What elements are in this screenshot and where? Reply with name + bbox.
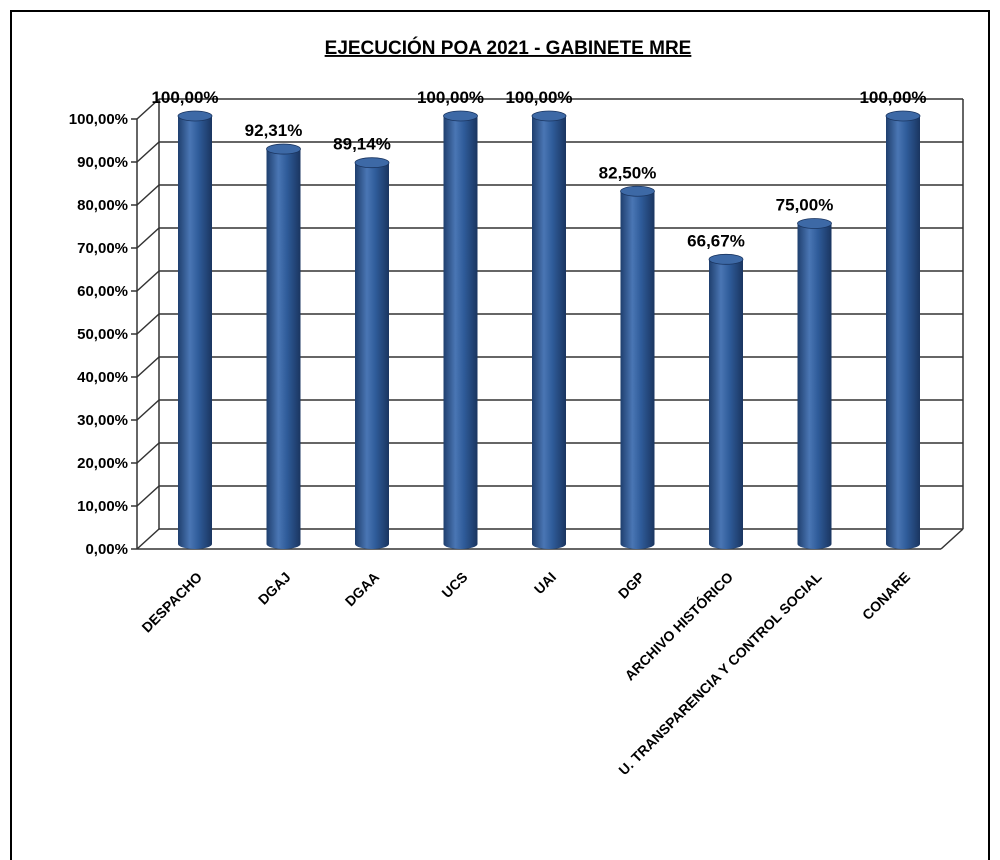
bar-cap [885, 110, 921, 122]
data-label: 100,00% [505, 88, 572, 107]
bar [266, 143, 301, 549]
category-label: CONARE [859, 569, 913, 623]
bar [443, 110, 478, 549]
data-label: 100,00% [859, 88, 926, 107]
data-label: 100,00% [151, 88, 218, 107]
category-label: UCS [438, 569, 470, 601]
y-tick-label: 50,00% [77, 326, 128, 343]
chart-title: EJECUCIÓN POA 2021 - GABINETE MRE [325, 37, 692, 59]
bar [797, 218, 832, 549]
bar-body [266, 149, 301, 549]
data-labels: 100,00% 92,31% 89,14% 100,00% 100,00% 82,50% 6… [151, 88, 926, 250]
bar [885, 110, 921, 549]
bar-body [178, 116, 212, 549]
bar-cap [531, 110, 567, 122]
bar-cap [443, 110, 478, 122]
bar-body [443, 116, 478, 549]
bar-cap [797, 218, 832, 229]
y-tick-label: 30,00% [77, 412, 128, 429]
y-axis-ticks: 0,00% 10,00% 20,00% 30,00% 40,00% 50,00% 60,00… [69, 111, 137, 558]
gridline-side [136, 485, 160, 507]
y-tick-label: 0,00% [85, 541, 128, 558]
category-label: DGAA [342, 569, 382, 609]
gridline-side [136, 270, 160, 292]
bar-body [620, 191, 655, 549]
y-tick-label: 100,00% [69, 111, 128, 128]
y-tick-label: 90,00% [77, 154, 128, 171]
bar-cap [620, 185, 655, 197]
bar [620, 185, 655, 549]
y-tick-label: 80,00% [77, 197, 128, 214]
bar [531, 110, 567, 549]
gridline-side [136, 528, 160, 550]
data-label: 92,31% [245, 121, 303, 140]
bar-cap [708, 253, 744, 265]
gridline-side [136, 356, 160, 378]
y-tick-label: 20,00% [77, 455, 128, 472]
data-label: 89,14% [333, 135, 391, 154]
category-label: UAI [531, 569, 559, 597]
bar-body [797, 223, 832, 549]
bar-cap [266, 143, 301, 155]
gridline-side [136, 227, 160, 249]
gridline-side [136, 399, 160, 421]
category-label: DGP [615, 569, 648, 602]
bar-cap [177, 110, 213, 122]
data-label: 100,00% [417, 88, 484, 107]
bars [177, 110, 921, 549]
gridline-side [136, 98, 160, 120]
y-tick-label: 60,00% [77, 283, 128, 300]
bar-cap [354, 157, 390, 169]
gridline-side [136, 141, 160, 163]
y-tick-label: 70,00% [77, 240, 128, 257]
gridline-side [136, 184, 160, 206]
category-label: DESPACHO [138, 569, 205, 636]
y-tick-label: 40,00% [77, 369, 128, 386]
category-label: U. TRANSPARENCIA Y CONTROL SOCIAL [615, 568, 825, 778]
floor-edge [940, 528, 964, 550]
y-tick-label: 10,00% [77, 498, 128, 515]
data-label: 66,67% [687, 231, 745, 250]
bar [354, 157, 390, 549]
bar-body [355, 162, 389, 549]
bar-body [532, 116, 566, 549]
data-label: 82,50% [599, 163, 657, 182]
data-label: 75,00% [776, 196, 834, 215]
gridline-side [136, 442, 160, 464]
category-label: DGAJ [255, 569, 294, 608]
bar [708, 253, 744, 549]
chart-frame [10, 10, 990, 860]
bar-body [709, 259, 743, 549]
gridline-side [136, 313, 160, 335]
bar [177, 110, 213, 549]
bar-body [886, 116, 920, 549]
